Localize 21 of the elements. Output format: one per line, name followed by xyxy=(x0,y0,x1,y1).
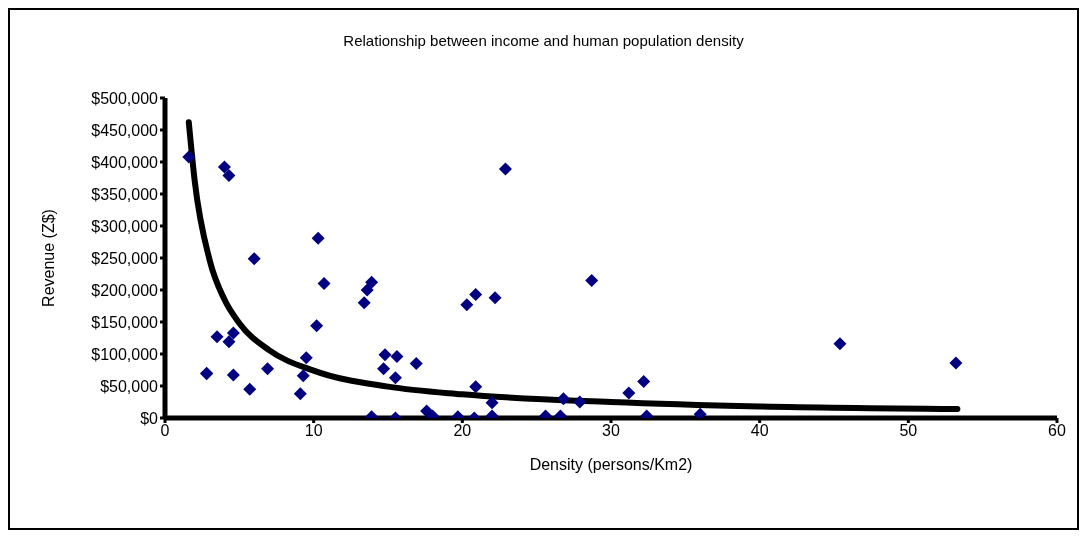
y-tick-label: $50,000 xyxy=(100,377,159,395)
y-tick-label: $300,000 xyxy=(91,217,159,235)
y-axis-title: Revenue (Z$) xyxy=(39,209,57,307)
y-tick-label: $100,000 xyxy=(91,345,159,363)
chart-title: Relationship between income and human population density xyxy=(342,32,745,49)
y-tick-label: $0 xyxy=(140,409,159,427)
x-tick-label: 60 xyxy=(1048,422,1066,440)
y-tick-label: $400,000 xyxy=(91,153,159,171)
x-tick-label: 50 xyxy=(899,422,918,440)
y-tick-label: $500,000 xyxy=(91,89,159,107)
y-tick-label: $250,000 xyxy=(91,249,159,267)
y-tick-label: $350,000 xyxy=(91,185,159,203)
x-tick-label: 40 xyxy=(750,422,769,440)
x-tick-label: 30 xyxy=(602,422,620,440)
y-tick-label: $200,000 xyxy=(91,281,159,299)
x-tick-label: 0 xyxy=(160,422,170,440)
y-tick-label: $150,000 xyxy=(91,313,159,331)
x-tick-label: 10 xyxy=(304,422,323,440)
x-axis-title: Density (persons/Km2) xyxy=(529,456,693,473)
x-tick-label: 20 xyxy=(453,422,472,440)
y-tick-label: $450,000 xyxy=(91,121,159,139)
